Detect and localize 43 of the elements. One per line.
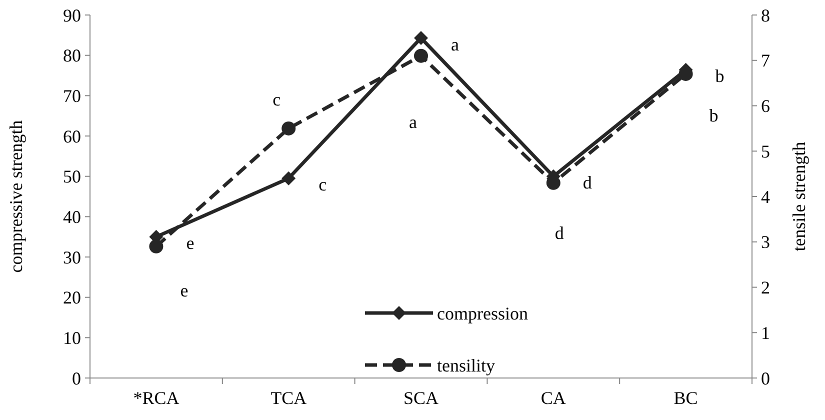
point [414,30,428,45]
x-tick-label: BC [674,388,698,408]
point [282,121,296,136]
y-tick-label: 60 [63,126,81,146]
y2-tick-label: 8 [761,5,770,26]
legend-label: tensility [437,355,495,376]
data-label: b [709,105,718,126]
y2-tick-label: 5 [761,141,770,162]
y2-tick-label: 6 [761,96,770,116]
data-label: a [451,34,459,54]
y2-tick-label: 2 [761,278,770,298]
data-label: e [186,233,194,254]
y2-tick-label: 0 [761,368,770,388]
y2-axis-title: tensile strength [789,142,809,252]
y2-tick-label: 1 [761,322,770,343]
point [149,239,164,254]
y-tick-label: 70 [63,86,81,106]
y2-tick-label: 3 [761,232,770,252]
y-tick-label: 40 [63,206,81,227]
data-label: c [318,174,327,195]
point [414,48,428,63]
y2-tick-label: 7 [761,50,770,71]
y-tick-label: 90 [63,5,81,26]
data-label: d [582,172,592,193]
x-tick-label: SCA [403,388,439,408]
y-tick-label: 80 [63,46,81,66]
y2-tick-label: 4 [761,186,770,207]
data-label: a [409,112,417,132]
y-tick-label: 0 [72,368,81,388]
x-tick-label: CA [540,388,566,408]
legend-label: compression [437,303,528,324]
x-tick-label: *RCA [133,388,180,408]
y-tick-label: 10 [63,328,81,348]
y-tick-label: 20 [63,288,81,308]
point [282,171,296,186]
x-tick-label: TCA [270,388,307,408]
y-axis-title: compressive strength [6,120,26,273]
y-tick-label: 50 [63,166,81,187]
data-label: e [180,280,188,301]
data-label: d [554,223,564,244]
y-tick-label: 30 [63,247,81,268]
data-label: b [715,66,724,86]
data-label: c [272,90,281,110]
